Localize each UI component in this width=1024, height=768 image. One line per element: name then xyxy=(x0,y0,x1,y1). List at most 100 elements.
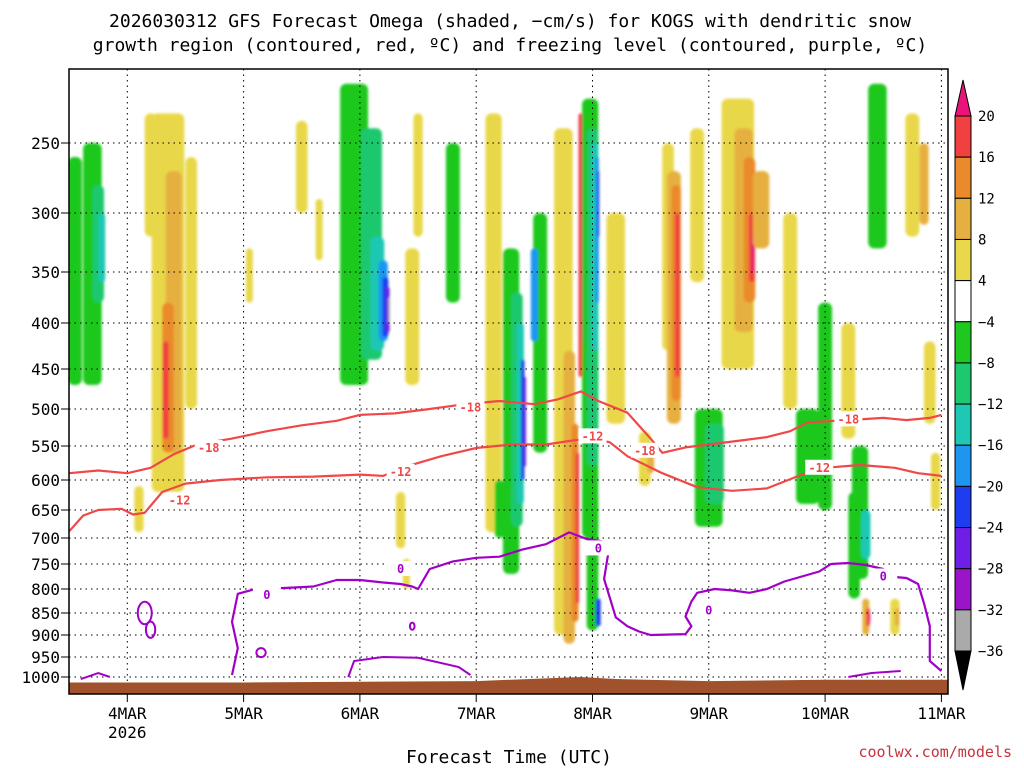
contour-label: -18 xyxy=(634,444,656,458)
omega-cell xyxy=(144,113,157,237)
colorbar-swatch xyxy=(954,444,972,487)
colorbar-swatch xyxy=(954,197,972,240)
contour-layer: -12 -12 -12 -12 -18 -18 -18 -18 0 0 0 0 0 xyxy=(69,390,943,680)
omega-cell xyxy=(524,377,526,467)
colorbar-tick-label: −12 xyxy=(978,397,1003,413)
contour-line-0C xyxy=(230,531,943,676)
contour-label-background xyxy=(578,428,607,444)
y-tick-label: 500 xyxy=(31,400,60,419)
omega-cell xyxy=(841,323,856,439)
colorbar-tick-label: −16 xyxy=(978,438,1003,454)
omega-cell xyxy=(69,157,82,385)
colorbar-arrow-bottom xyxy=(954,650,972,691)
colorbar-tick-label: −4 xyxy=(978,315,995,331)
contour-label: 0 xyxy=(705,604,712,618)
y-tick-label: 400 xyxy=(31,314,60,333)
freezing-level-loop xyxy=(136,600,153,626)
contour-label-background xyxy=(694,602,723,618)
omega-cell xyxy=(520,359,525,480)
colorbar-tick-label: 12 xyxy=(978,191,995,207)
x-tick-label: 10MAR xyxy=(801,704,850,723)
colorbar-tick-label: 4 xyxy=(978,274,986,290)
contour-label: 0 xyxy=(397,562,404,576)
omega-shading-layer xyxy=(69,83,941,644)
freezing-level-loop xyxy=(408,621,416,631)
colorbar-arrow-top xyxy=(954,79,972,117)
contour-label: 0 xyxy=(880,570,887,584)
omega-cell xyxy=(494,480,505,538)
contour-label: -12 xyxy=(808,461,830,475)
omega-cell xyxy=(606,213,626,424)
contour-label-background xyxy=(194,440,223,456)
contour-label: 0 xyxy=(263,588,270,602)
contour-label-background xyxy=(805,459,834,475)
colorbar-swatch xyxy=(954,280,972,323)
omega-cell xyxy=(905,113,920,237)
freezing-level-surface-loop xyxy=(848,670,901,678)
omega-cell xyxy=(575,452,580,604)
contour-label-background xyxy=(386,561,415,576)
colorbar-swatch xyxy=(954,527,972,570)
freezing-level-loop xyxy=(144,620,157,639)
colorbar-swatch xyxy=(954,403,972,446)
omega-cell xyxy=(705,423,724,504)
colorbar-swatch xyxy=(954,238,972,282)
y-axis: 250 300 350 400 450 500 550 600 650 700 750 800 850 9… xyxy=(21,134,69,687)
omega-cell xyxy=(894,608,900,627)
y-tick-label: 900 xyxy=(31,626,60,645)
x-tick-label: 6MAR xyxy=(341,704,380,723)
plot-area: -12 -12 -12 -12 -18 -18 -18 -18 0 0 0 0 0 xyxy=(68,68,949,695)
contour-label-background xyxy=(834,411,863,427)
chart-title-line1: 2026030312 GFS Forecast Omega (shaded, −… xyxy=(109,11,911,32)
omega-cell xyxy=(690,128,705,283)
contour-label: -12 xyxy=(390,465,412,479)
x-tick-sublabel: 2026 xyxy=(108,723,147,742)
colorbar-swatch xyxy=(954,321,972,364)
contour-label: -18 xyxy=(460,400,482,414)
omega-cell xyxy=(597,171,600,237)
omega-cell xyxy=(413,113,423,237)
terrain-fill xyxy=(69,677,948,694)
omega-cell xyxy=(818,302,833,510)
freezing-level-surface-loop xyxy=(80,671,111,680)
colorbar-tick-label: 20 xyxy=(978,109,995,125)
colorbar-tick-label: 8 xyxy=(978,232,986,248)
omega-cell xyxy=(675,213,680,377)
y-tick-label: 950 xyxy=(31,648,60,667)
gridlines-layer xyxy=(69,69,948,694)
plot-frame xyxy=(68,68,949,695)
y-tick-label: 250 xyxy=(31,134,60,153)
omega-cell xyxy=(868,613,871,622)
y-tick-label: 650 xyxy=(31,501,60,520)
omega-cell xyxy=(315,199,323,261)
y-tick-label: 1000 xyxy=(21,668,60,687)
omega-cell xyxy=(405,248,420,385)
y-tick-label: 600 xyxy=(31,471,60,490)
colorbar-tick-label: −28 xyxy=(978,562,1003,578)
contour-label-background xyxy=(252,586,281,602)
contour-label-background xyxy=(630,442,659,458)
y-tick-label: 700 xyxy=(31,529,60,548)
x-tick-label: 8MAR xyxy=(573,704,612,723)
omega-cell xyxy=(134,486,144,533)
omega-cell xyxy=(388,297,390,323)
contour-label-background xyxy=(386,463,415,479)
contour-label: -18 xyxy=(838,412,860,426)
omega-cell xyxy=(98,213,106,283)
y-tick-label: 850 xyxy=(31,604,60,623)
x-tick-label: 4MAR xyxy=(108,704,147,723)
contour-label-background xyxy=(165,492,194,508)
credit-text: coolwx.com/models xyxy=(858,743,1012,761)
contour-label: -12 xyxy=(582,429,604,443)
y-tick-label: 550 xyxy=(31,437,60,456)
omega-cell xyxy=(530,248,538,342)
x-tick-label: 7MAR xyxy=(457,704,496,723)
contour-line--12C xyxy=(69,437,942,533)
colorbar-tick-label: −20 xyxy=(978,479,1003,495)
colorbar-tick-label: 16 xyxy=(978,150,995,166)
omega-cell xyxy=(395,492,406,549)
omega-cell xyxy=(162,341,169,439)
omega-cell xyxy=(445,143,460,303)
